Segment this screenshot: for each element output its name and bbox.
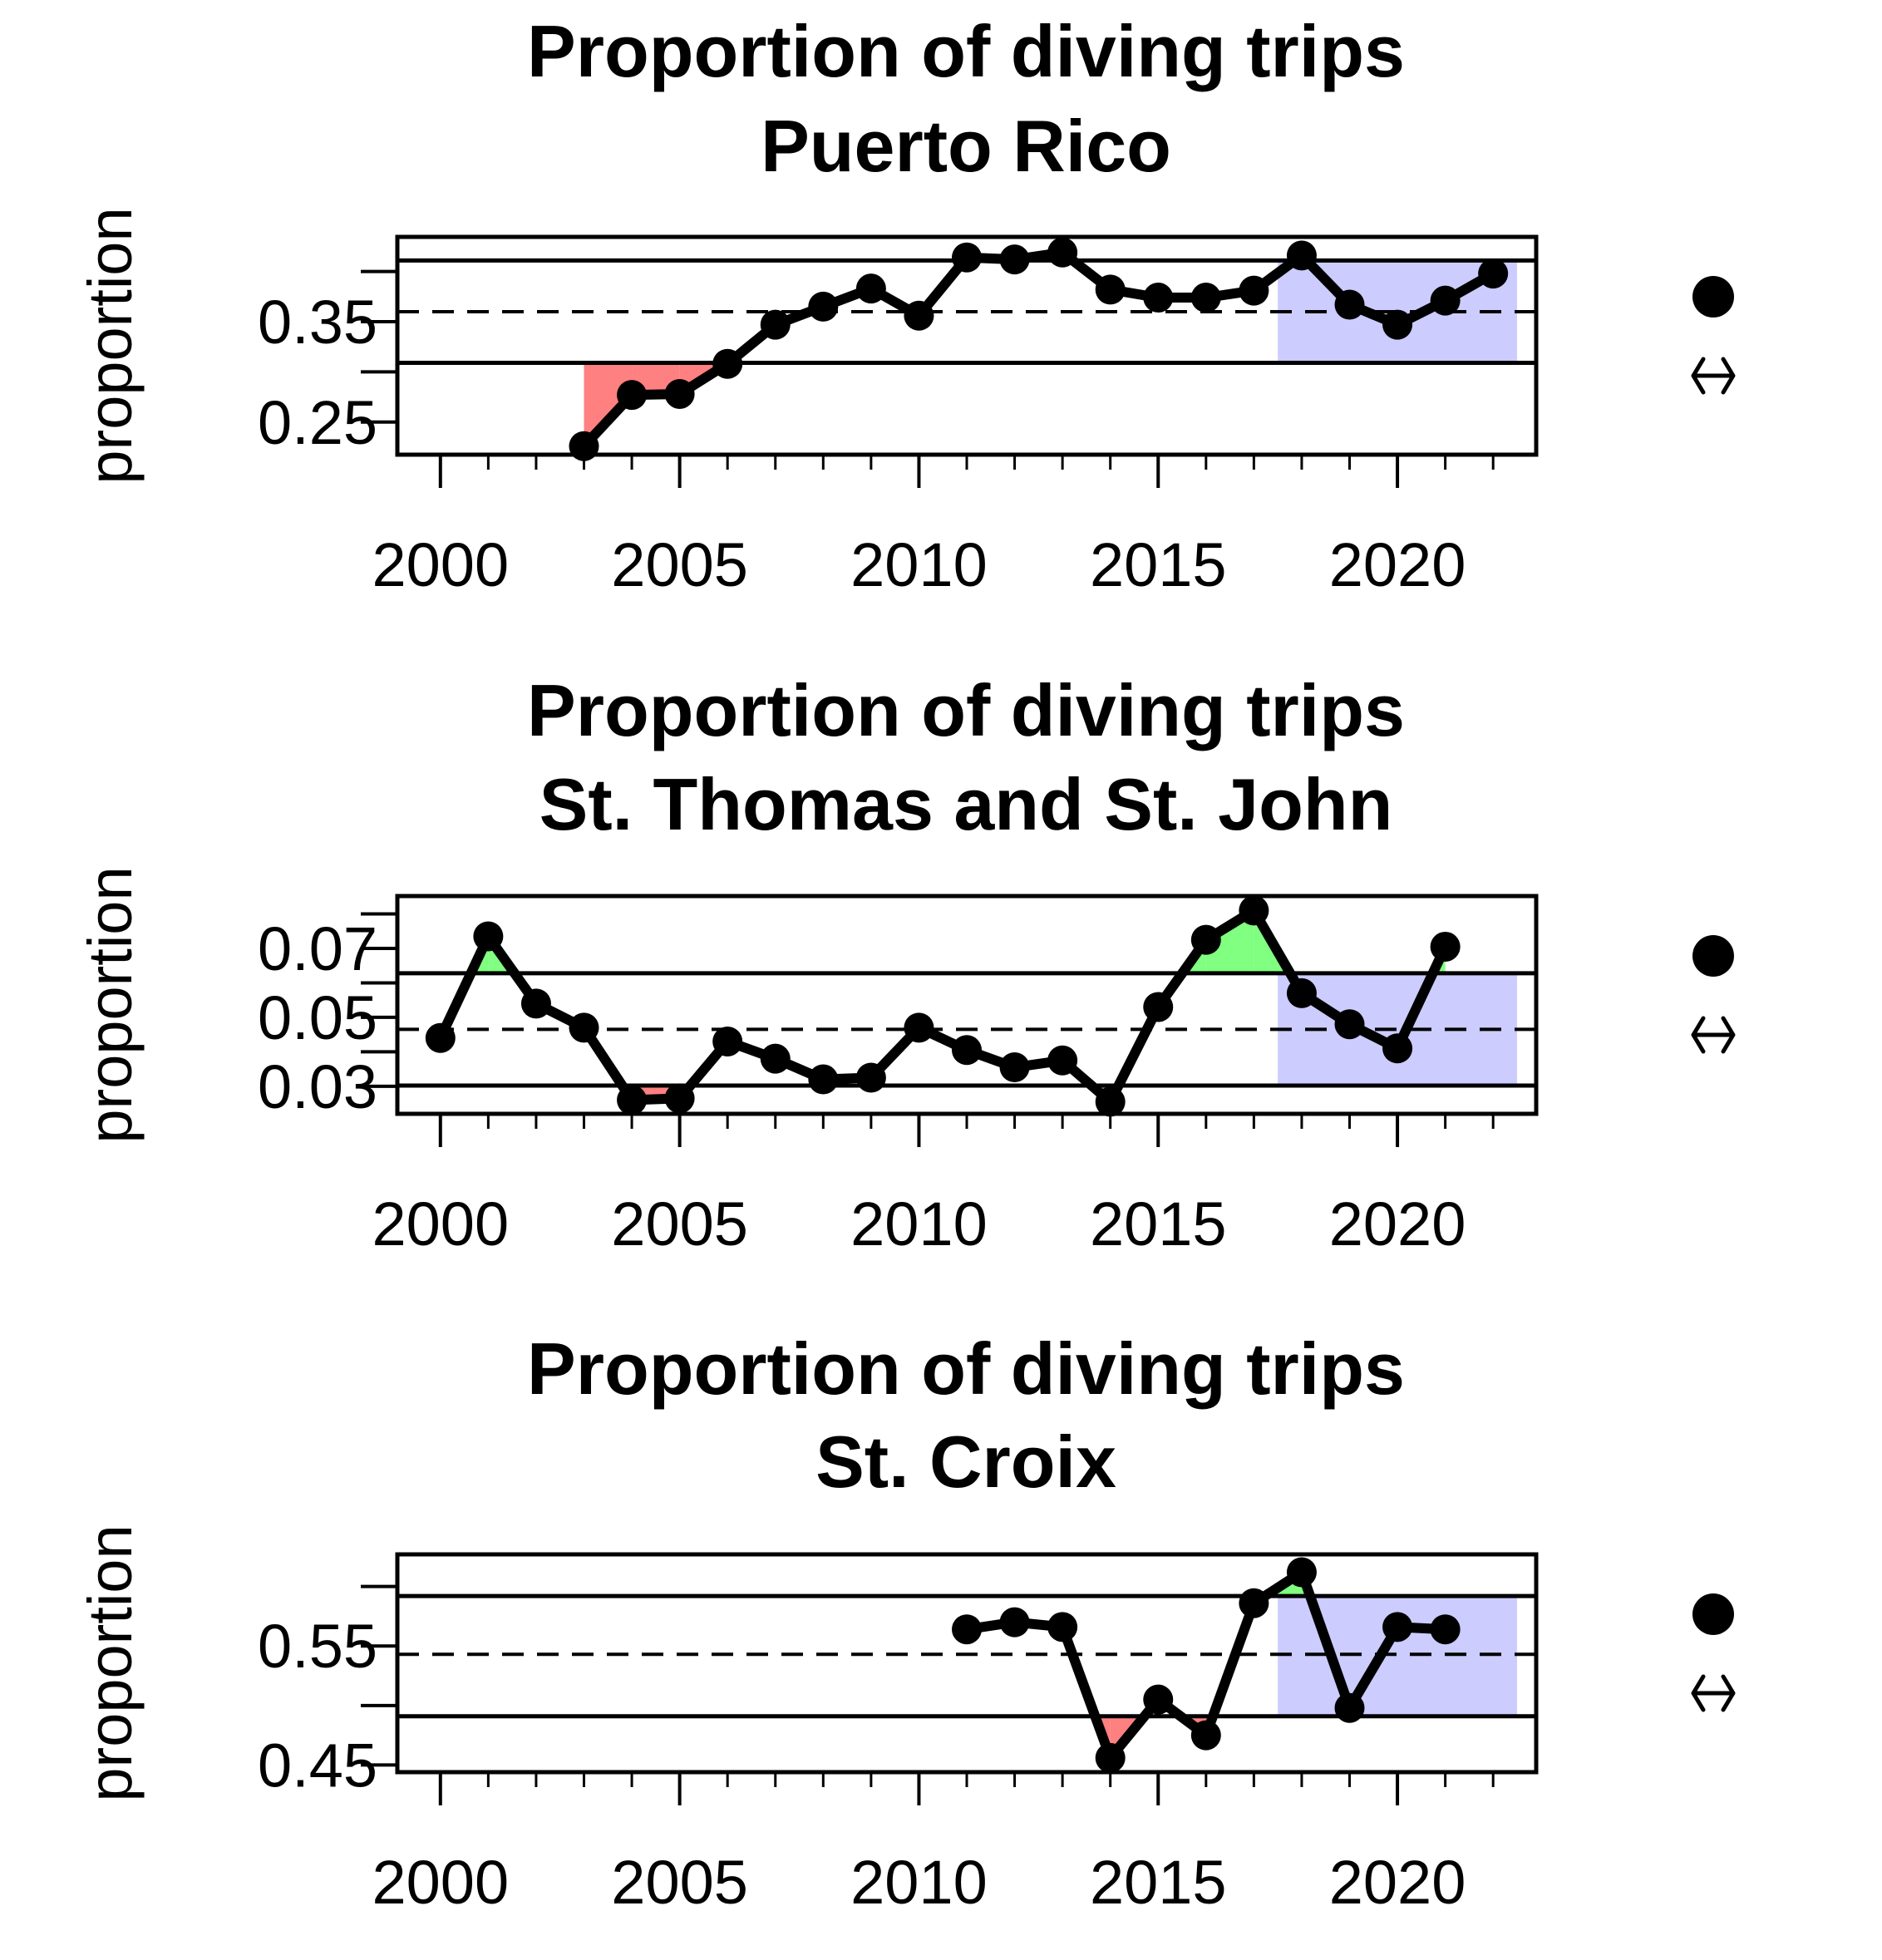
data-point xyxy=(1190,283,1221,313)
chart-title: Proportion of diving trips xyxy=(527,10,1405,92)
data-point xyxy=(1190,1720,1221,1751)
x-tick-label: 2015 xyxy=(1090,1848,1227,1917)
data-point xyxy=(1095,274,1126,305)
x-tick-label: 2000 xyxy=(372,530,509,599)
trend-arrow-icon xyxy=(1691,1674,1736,1712)
y-axis-label: proportion xyxy=(76,1524,145,1801)
data-point xyxy=(1382,309,1413,340)
chart-panel-2: Proportion of diving trips St. Thomas and… xyxy=(76,669,1736,1258)
data-point xyxy=(760,309,791,340)
chart-subtitle: St. Thomas and St. John xyxy=(539,763,1393,845)
x-tick-label: 2015 xyxy=(1090,530,1227,599)
y-axis-label: proportion xyxy=(76,207,145,484)
data-point xyxy=(473,921,504,952)
data-point xyxy=(520,988,551,1019)
data-point xyxy=(569,1012,599,1043)
data-point xyxy=(855,1062,886,1093)
data-point xyxy=(1239,275,1269,306)
data-point xyxy=(904,300,934,331)
data-point xyxy=(1286,1557,1317,1588)
data-point xyxy=(1430,285,1461,316)
plot-area xyxy=(397,252,1536,446)
data-point xyxy=(425,1022,456,1053)
data-point xyxy=(617,1085,648,1115)
x-tick-label: 2010 xyxy=(850,1189,988,1258)
x-tick-label: 2020 xyxy=(1329,1848,1466,1917)
data-point xyxy=(1382,1033,1413,1064)
y-tick-label: 0.45 xyxy=(258,1731,377,1800)
x-tick-label: 2000 xyxy=(372,1189,509,1258)
data-point xyxy=(1239,895,1269,926)
data-point xyxy=(999,1607,1030,1637)
data-point xyxy=(1239,1588,1269,1618)
data-point xyxy=(712,1026,743,1056)
mean-status-dot-icon xyxy=(1692,276,1734,318)
chart-panel-1: Proportion of diving trips Puerto Rico pro… xyxy=(76,10,1736,599)
data-point xyxy=(1190,924,1221,955)
mean-status-dot-icon xyxy=(1692,1593,1734,1635)
y-tick-label: 0.25 xyxy=(258,388,377,457)
data-point xyxy=(664,378,695,409)
y-axis-label: proportion xyxy=(76,866,145,1143)
data-point xyxy=(1286,978,1317,1008)
data-point xyxy=(1143,992,1174,1022)
data-point xyxy=(808,291,839,322)
plot-area xyxy=(397,910,1536,1102)
data-point xyxy=(904,1012,934,1043)
data-point xyxy=(1143,283,1174,313)
trend-arrow-icon xyxy=(1691,1016,1736,1054)
data-point xyxy=(999,244,1030,275)
x-tick-label: 2005 xyxy=(611,530,748,599)
data-point xyxy=(855,273,886,304)
y-tick-label: 0.05 xyxy=(258,983,377,1052)
data-point xyxy=(1095,1742,1126,1773)
data-point xyxy=(664,1083,695,1114)
x-tick-label: 2010 xyxy=(850,1848,988,1917)
data-point xyxy=(952,1035,982,1066)
data-point xyxy=(617,380,648,411)
chart-title: Proportion of diving trips xyxy=(527,669,1405,751)
chart-subtitle: Puerto Rico xyxy=(761,105,1171,187)
chart-panel-3: Proportion of diving trips St. Croix propo… xyxy=(76,1327,1736,1917)
data-point xyxy=(1047,237,1078,268)
data-point xyxy=(1334,289,1365,320)
x-tick-label: 2005 xyxy=(611,1848,748,1917)
x-tick-label: 2015 xyxy=(1090,1189,1227,1258)
plot-area xyxy=(397,1572,1536,1758)
series-line xyxy=(436,905,1451,1107)
trend-arrow-icon xyxy=(1691,357,1736,395)
x-tick-label: 2010 xyxy=(850,530,988,599)
data-point xyxy=(808,1064,839,1095)
below-sd-fill xyxy=(584,362,633,446)
y-tick-label: 0.07 xyxy=(258,914,377,983)
x-tick-label: 2020 xyxy=(1329,1189,1466,1258)
data-point xyxy=(1047,1045,1078,1076)
data-point xyxy=(1382,1612,1413,1642)
data-point xyxy=(1334,1009,1365,1040)
above-sd-fill xyxy=(1205,910,1254,973)
data-point xyxy=(712,348,743,379)
chart-subtitle: St. Croix xyxy=(815,1421,1116,1503)
chart-title: Proportion of diving trips xyxy=(527,1327,1405,1410)
y-tick-label: 0.35 xyxy=(258,288,377,357)
data-point xyxy=(760,1043,791,1074)
data-point xyxy=(1430,1614,1461,1645)
y-tick-label: 0.03 xyxy=(258,1052,377,1121)
data-point xyxy=(952,1614,982,1645)
data-point xyxy=(1143,1684,1174,1715)
data-point xyxy=(999,1052,1030,1083)
data-point xyxy=(1095,1086,1126,1117)
x-tick-label: 2000 xyxy=(372,1848,509,1917)
data-point xyxy=(1286,240,1317,271)
x-tick-label: 2020 xyxy=(1329,530,1466,599)
data-point xyxy=(1334,1692,1365,1723)
data-point xyxy=(952,242,982,273)
data-point xyxy=(1047,1612,1078,1642)
data-point xyxy=(1478,259,1509,289)
data-point xyxy=(1430,931,1461,962)
y-tick-label: 0.55 xyxy=(258,1612,377,1681)
mean-status-dot-icon xyxy=(1692,935,1734,977)
x-tick-label: 2005 xyxy=(611,1189,748,1258)
